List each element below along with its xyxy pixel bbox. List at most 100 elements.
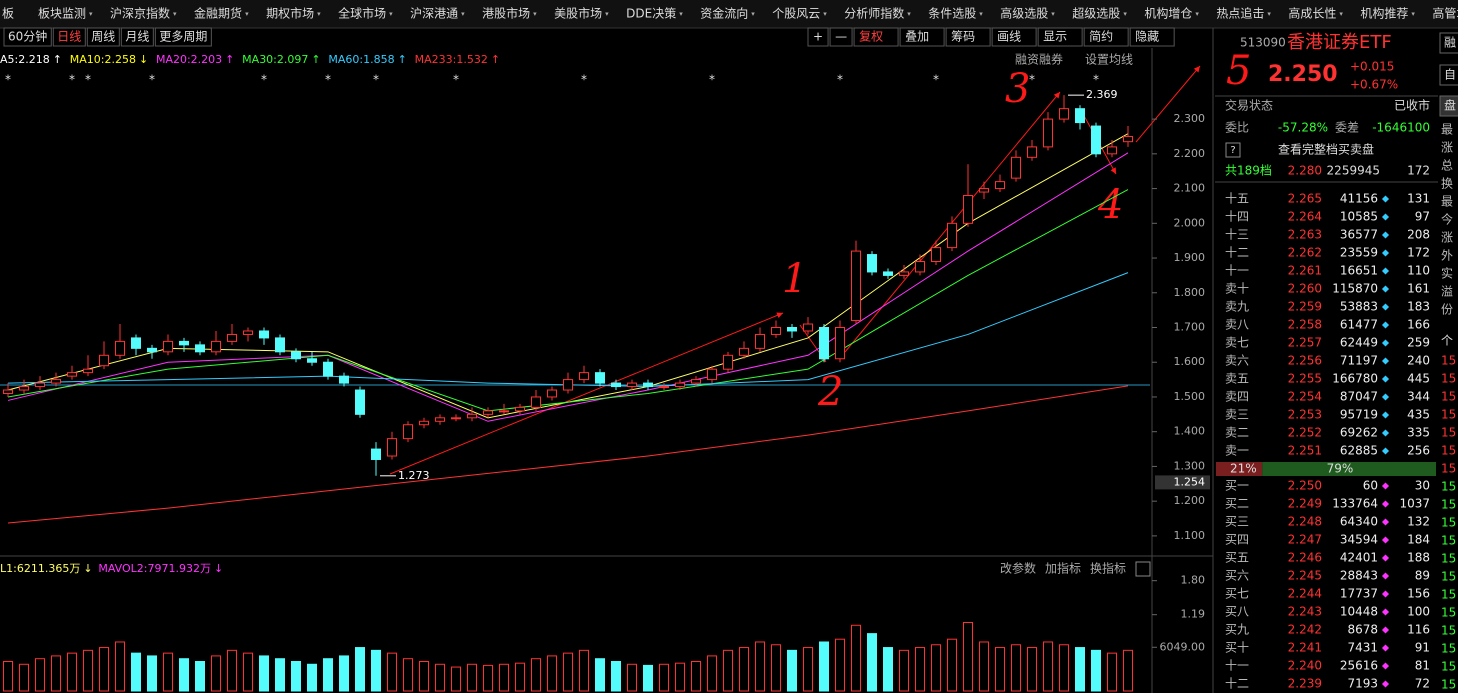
candle-body	[1059, 108, 1069, 120]
book-cell: 买五	[1225, 551, 1249, 565]
y-tick-label: 2.100	[1174, 182, 1206, 195]
volume-bar	[803, 647, 813, 692]
tool-button[interactable]: 简约	[1089, 29, 1113, 44]
side-label: 换	[1441, 177, 1453, 191]
book-cell: 买十	[1225, 641, 1249, 655]
tool-button[interactable]: 画线	[997, 30, 1021, 44]
full-book-link[interactable]: 查看完整档买卖盘	[1278, 142, 1374, 157]
book-cell: 256	[1407, 444, 1430, 458]
menu-item[interactable]: 港股市场	[482, 6, 530, 21]
volume-bar	[227, 649, 237, 692]
volume-bar	[451, 666, 461, 692]
ma-legend: MA233:1.532	[415, 53, 488, 66]
menu-item[interactable]: 个股风云	[772, 7, 820, 21]
ratio-label: 79%	[1327, 462, 1354, 476]
tool-button[interactable]: 复权	[859, 30, 883, 44]
book-cell: 买一	[1225, 479, 1249, 493]
menu-item[interactable]: 板块监测	[38, 7, 86, 21]
candle-body	[579, 372, 589, 381]
close-box[interactable]	[1135, 561, 1151, 577]
menu-item[interactable]: 高管增持	[1432, 6, 1458, 21]
help-box[interactable]	[1225, 142, 1241, 158]
side-button-label[interactable]: 融	[1444, 36, 1456, 50]
volume-bar	[867, 633, 877, 692]
menu-item[interactable]: 全球市场	[338, 6, 386, 21]
side-button[interactable]	[1439, 64, 1458, 86]
indicator-button[interactable]: 换指标	[1090, 561, 1126, 576]
candle-body	[19, 386, 29, 391]
menu-item[interactable]: 美股市场	[554, 6, 602, 21]
menu-item[interactable]: 高级选股	[1000, 6, 1048, 21]
y-tick-label: 6049.00	[1160, 640, 1206, 653]
menu-item[interactable]: 分析师指数	[844, 6, 904, 21]
candle-body	[147, 347, 157, 353]
menu-item[interactable]: 机构推荐	[1360, 6, 1408, 21]
menu-item[interactable]: 期权市场	[266, 6, 314, 21]
volume-bar	[899, 649, 909, 692]
candle-body	[179, 340, 189, 346]
menu-item[interactable]: 金融期货	[194, 6, 242, 21]
ma-line	[7, 272, 1129, 388]
signal-marker: *	[837, 73, 843, 87]
volume-bar	[1027, 647, 1037, 692]
period-tab[interactable]: 60分钟	[8, 29, 47, 44]
side-button-label[interactable]: 盘	[1444, 98, 1456, 113]
volume-bar	[355, 647, 365, 692]
menu-item[interactable]: 热点追击	[1216, 6, 1264, 21]
tool-button[interactable]: +	[813, 30, 823, 44]
book-cell: 2.262	[1288, 246, 1322, 260]
side-button[interactable]	[1439, 32, 1458, 54]
side-button-label[interactable]: 自	[1444, 68, 1456, 82]
tool-border	[853, 27, 899, 47]
volume-bar	[35, 658, 45, 692]
signal-marker: *	[85, 73, 91, 87]
period-tab[interactable]: 周线	[91, 30, 115, 44]
tool-button[interactable]: —	[835, 30, 847, 44]
volume-bar	[595, 658, 605, 692]
indicator-button[interactable]: 加指标	[1045, 561, 1081, 576]
menu-item[interactable]: 资金流向	[700, 6, 748, 21]
candle-body	[371, 448, 381, 460]
tool-button[interactable]: 显示	[1043, 30, 1067, 44]
book-cell: 十二	[1225, 246, 1249, 260]
side-button[interactable]	[1439, 95, 1458, 117]
book-cell: 2.264	[1288, 210, 1322, 224]
book-dot	[1381, 267, 1390, 275]
volume-bar	[611, 660, 621, 692]
period-tab[interactable]: 日线	[57, 30, 81, 44]
book-dot	[1381, 285, 1390, 293]
book-cell: 335	[1407, 426, 1430, 440]
indicator-button[interactable]: 改参数	[1000, 561, 1036, 576]
volume-bar	[163, 652, 173, 692]
chart-link[interactable]: 融资融券	[1015, 52, 1063, 67]
menu-item[interactable]: 条件选股	[928, 7, 976, 21]
help[interactable]: ?	[1230, 145, 1235, 156]
tool-button[interactable]: 筹码	[951, 30, 975, 44]
side-tab[interactable]: 个	[1441, 334, 1453, 348]
menu-item[interactable]: 板	[2, 7, 14, 21]
y-tick-label: 1.200	[1174, 494, 1206, 507]
book-cell: 10585	[1340, 210, 1378, 224]
book-cell: 110	[1407, 264, 1430, 278]
tab-border	[52, 27, 86, 47]
book-cell: 41156	[1340, 192, 1378, 206]
chart-link[interactable]: 设置均线	[1085, 53, 1133, 67]
book-cell: 买二	[1225, 497, 1249, 511]
period-tab[interactable]: 更多周期	[159, 30, 207, 44]
signal-marker: *	[69, 73, 75, 87]
dropdown-caret: ▾	[907, 10, 911, 18]
candle-body	[771, 327, 781, 335]
menu-item[interactable]: 沪深京指数	[110, 6, 170, 21]
candle-body	[115, 340, 125, 356]
menu-item[interactable]: DDE决策	[626, 7, 676, 21]
tool-button[interactable]: 隐藏	[1135, 30, 1159, 44]
menu-item[interactable]: 沪深港通	[410, 7, 458, 21]
period-tab[interactable]: 月线	[125, 30, 149, 44]
volume-bar	[995, 647, 1005, 692]
tool-button[interactable]: 叠加	[905, 30, 929, 44]
menu-item[interactable]: 高成长性	[1288, 6, 1336, 21]
menu-item[interactable]: 超级选股	[1072, 6, 1120, 21]
menu-item[interactable]: 机构增仓	[1144, 6, 1192, 21]
dropdown-caret: ▾	[679, 10, 683, 18]
volume-bar	[435, 663, 445, 692]
